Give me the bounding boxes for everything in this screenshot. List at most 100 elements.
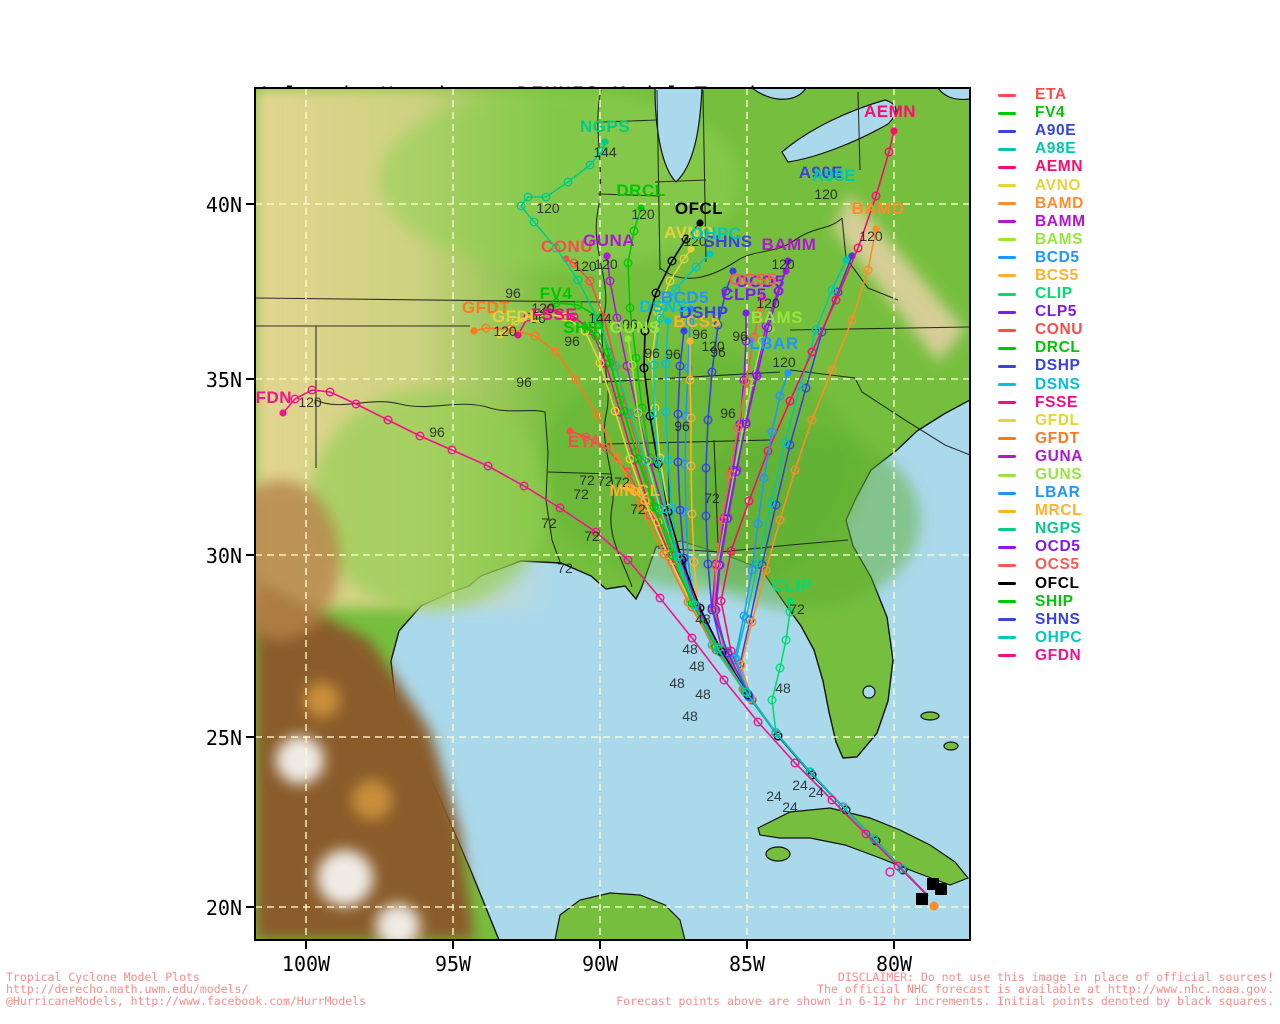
lon-axis-label: 100W [281, 952, 331, 976]
legend-dash-icon [998, 292, 1016, 296]
footer-left-text: Tropical Cyclone Model Plots [6, 970, 200, 984]
hour-label: 72 [597, 473, 613, 489]
track-point [703, 559, 713, 569]
legend-item-SHIP: SHIP [998, 593, 1086, 611]
legend-dash-icon [998, 419, 1016, 423]
track-point [619, 406, 629, 416]
track-endpoint [581, 323, 589, 331]
legend-item-OCD5: OCD5 [998, 538, 1086, 556]
track-label-OCD5: OCD5 [735, 272, 784, 291]
map-frame [254, 87, 971, 941]
track-point [581, 432, 591, 442]
track-point [679, 254, 689, 264]
footer-row: @HurricaneModels, http://www.facebook.co… [6, 995, 1274, 1008]
track-point [807, 347, 817, 357]
legend-item-BCS5: BCS5 [998, 267, 1086, 285]
hour-label: 72 [704, 490, 720, 506]
track-point [650, 403, 660, 413]
legend-item-AEMN: AEMN [998, 158, 1086, 176]
legend-item-FV4: FV4 [998, 104, 1086, 122]
legend-item-ETA: ETA [998, 86, 1086, 104]
legend-label: BAMS [1035, 230, 1084, 248]
model-legend: ETA FV4 A90E A98E AEMN AVNO BAMD BAMM BAMS BCD5 BC… [998, 86, 1086, 665]
track-point [713, 320, 723, 330]
track-point [711, 642, 721, 652]
track-point [871, 191, 881, 201]
track-endpoint [786, 597, 794, 605]
track-endpoint [622, 483, 630, 491]
hour-label: 120 [531, 300, 555, 316]
track-endpoint [514, 331, 522, 339]
track-point [483, 461, 493, 471]
track-point [847, 315, 857, 325]
track-label-AEMN: AEMN [864, 102, 916, 121]
lat-axis-label: 30N [205, 544, 242, 568]
track-point [817, 327, 827, 337]
hour-label: 72 [614, 474, 630, 490]
legend-dash-icon [998, 256, 1016, 260]
track-point [827, 795, 837, 805]
track-point [605, 276, 615, 286]
track-point [307, 385, 317, 395]
track-endpoint [603, 252, 611, 260]
legend-item-BAMD: BAMD [998, 195, 1086, 213]
hour-label: 96 [710, 344, 726, 360]
legend-dash-icon [998, 527, 1016, 531]
initial-point-square [916, 893, 928, 905]
legend-dash-icon [998, 111, 1016, 115]
track-endpoint [742, 309, 750, 317]
legend-dash-icon [998, 220, 1016, 224]
track-point [560, 312, 570, 322]
lat-axis-label: 25N [205, 726, 242, 750]
legend-dash-icon [998, 401, 1016, 405]
track-endpoint [696, 219, 704, 227]
bahama-island-2 [943, 741, 959, 751]
track-point [790, 465, 800, 475]
track-point [753, 717, 763, 727]
track-endpoint [496, 331, 504, 339]
track-point [585, 160, 595, 170]
legend-dash-icon [998, 455, 1016, 459]
track-point [741, 377, 751, 387]
legend-label: OFCL [1035, 574, 1080, 592]
track-point [593, 315, 603, 325]
legend-dash-icon [998, 582, 1016, 586]
track-point [627, 360, 637, 370]
legend-label: BCS5 [1035, 266, 1079, 284]
track-point [631, 353, 641, 363]
legend-dash-icon [998, 545, 1016, 549]
lat-axis-label: 20N [205, 896, 242, 920]
lon-axis-label: 95W [434, 952, 472, 976]
track-label-NGPS: NGPS [580, 117, 630, 136]
track-point [563, 177, 573, 187]
legend-dash-icon [998, 491, 1016, 495]
track-point [683, 363, 693, 373]
track-point [610, 406, 620, 416]
legend-label: OCD5 [1035, 538, 1081, 556]
hour-label: 72 [541, 515, 557, 531]
hour-label: 96 [720, 405, 736, 421]
track-point [721, 286, 731, 296]
track-endpoint [784, 369, 792, 377]
track-point [741, 687, 751, 697]
track-point [761, 565, 771, 575]
track-point [633, 454, 643, 464]
track-point [785, 396, 795, 406]
track-point [601, 443, 611, 453]
hour-label: 120 [594, 256, 618, 272]
track-label-BAMS: BAMS [751, 308, 803, 327]
track-point [351, 399, 361, 409]
legend-label: MRCL [1035, 502, 1083, 520]
track-point [771, 728, 781, 738]
track-label-AVNO: AVNO [664, 223, 714, 242]
track-point [771, 500, 781, 510]
track-point [481, 323, 491, 333]
track-point [741, 613, 751, 623]
track-point [707, 605, 717, 615]
track-point [639, 456, 649, 466]
hour-label: 72 [573, 486, 589, 502]
track-label-GFDT: GFDT [462, 298, 510, 317]
track-point [599, 313, 609, 323]
track-point [415, 431, 425, 441]
footer-row: Tropical Cyclone Model Plots DISCLAIMER: … [6, 970, 1274, 984]
